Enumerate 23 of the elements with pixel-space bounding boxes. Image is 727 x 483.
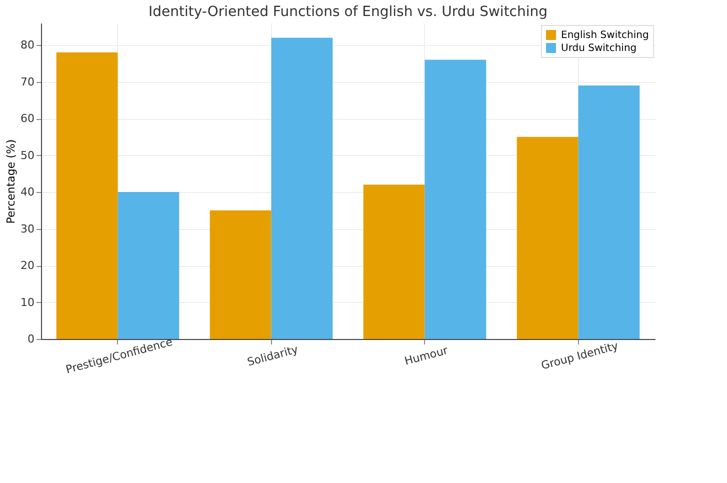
legend-label: English Switching [561, 30, 649, 41]
bar [271, 38, 333, 339]
y-tick-label: 70 [20, 75, 34, 88]
y-axis-title: Percentage (%) [4, 139, 18, 224]
bar [424, 60, 486, 339]
y-tick-label: 60 [20, 112, 34, 126]
legend-label: Urdu Switching [561, 43, 637, 54]
chart-title: Identity-Oriented Functions of English vs. Urdu Switching [148, 4, 548, 20]
y-tick-label: 20 [20, 259, 34, 272]
y-tick-label: 30 [20, 222, 34, 236]
bar [210, 210, 272, 339]
x-tick-label: Humour [403, 344, 450, 368]
x-tick-label: Group Identity [540, 339, 620, 372]
bar [578, 85, 640, 339]
bar [56, 52, 118, 339]
y-tick-label: 0 [28, 332, 34, 346]
y-tick-label: 50 [20, 148, 34, 162]
y-tick-label: 80 [20, 38, 34, 52]
bar [118, 192, 180, 339]
bar [363, 184, 425, 339]
y-tick-label: 10 [20, 296, 34, 309]
bar [516, 136, 578, 339]
y-tick-label: 40 [20, 186, 34, 199]
